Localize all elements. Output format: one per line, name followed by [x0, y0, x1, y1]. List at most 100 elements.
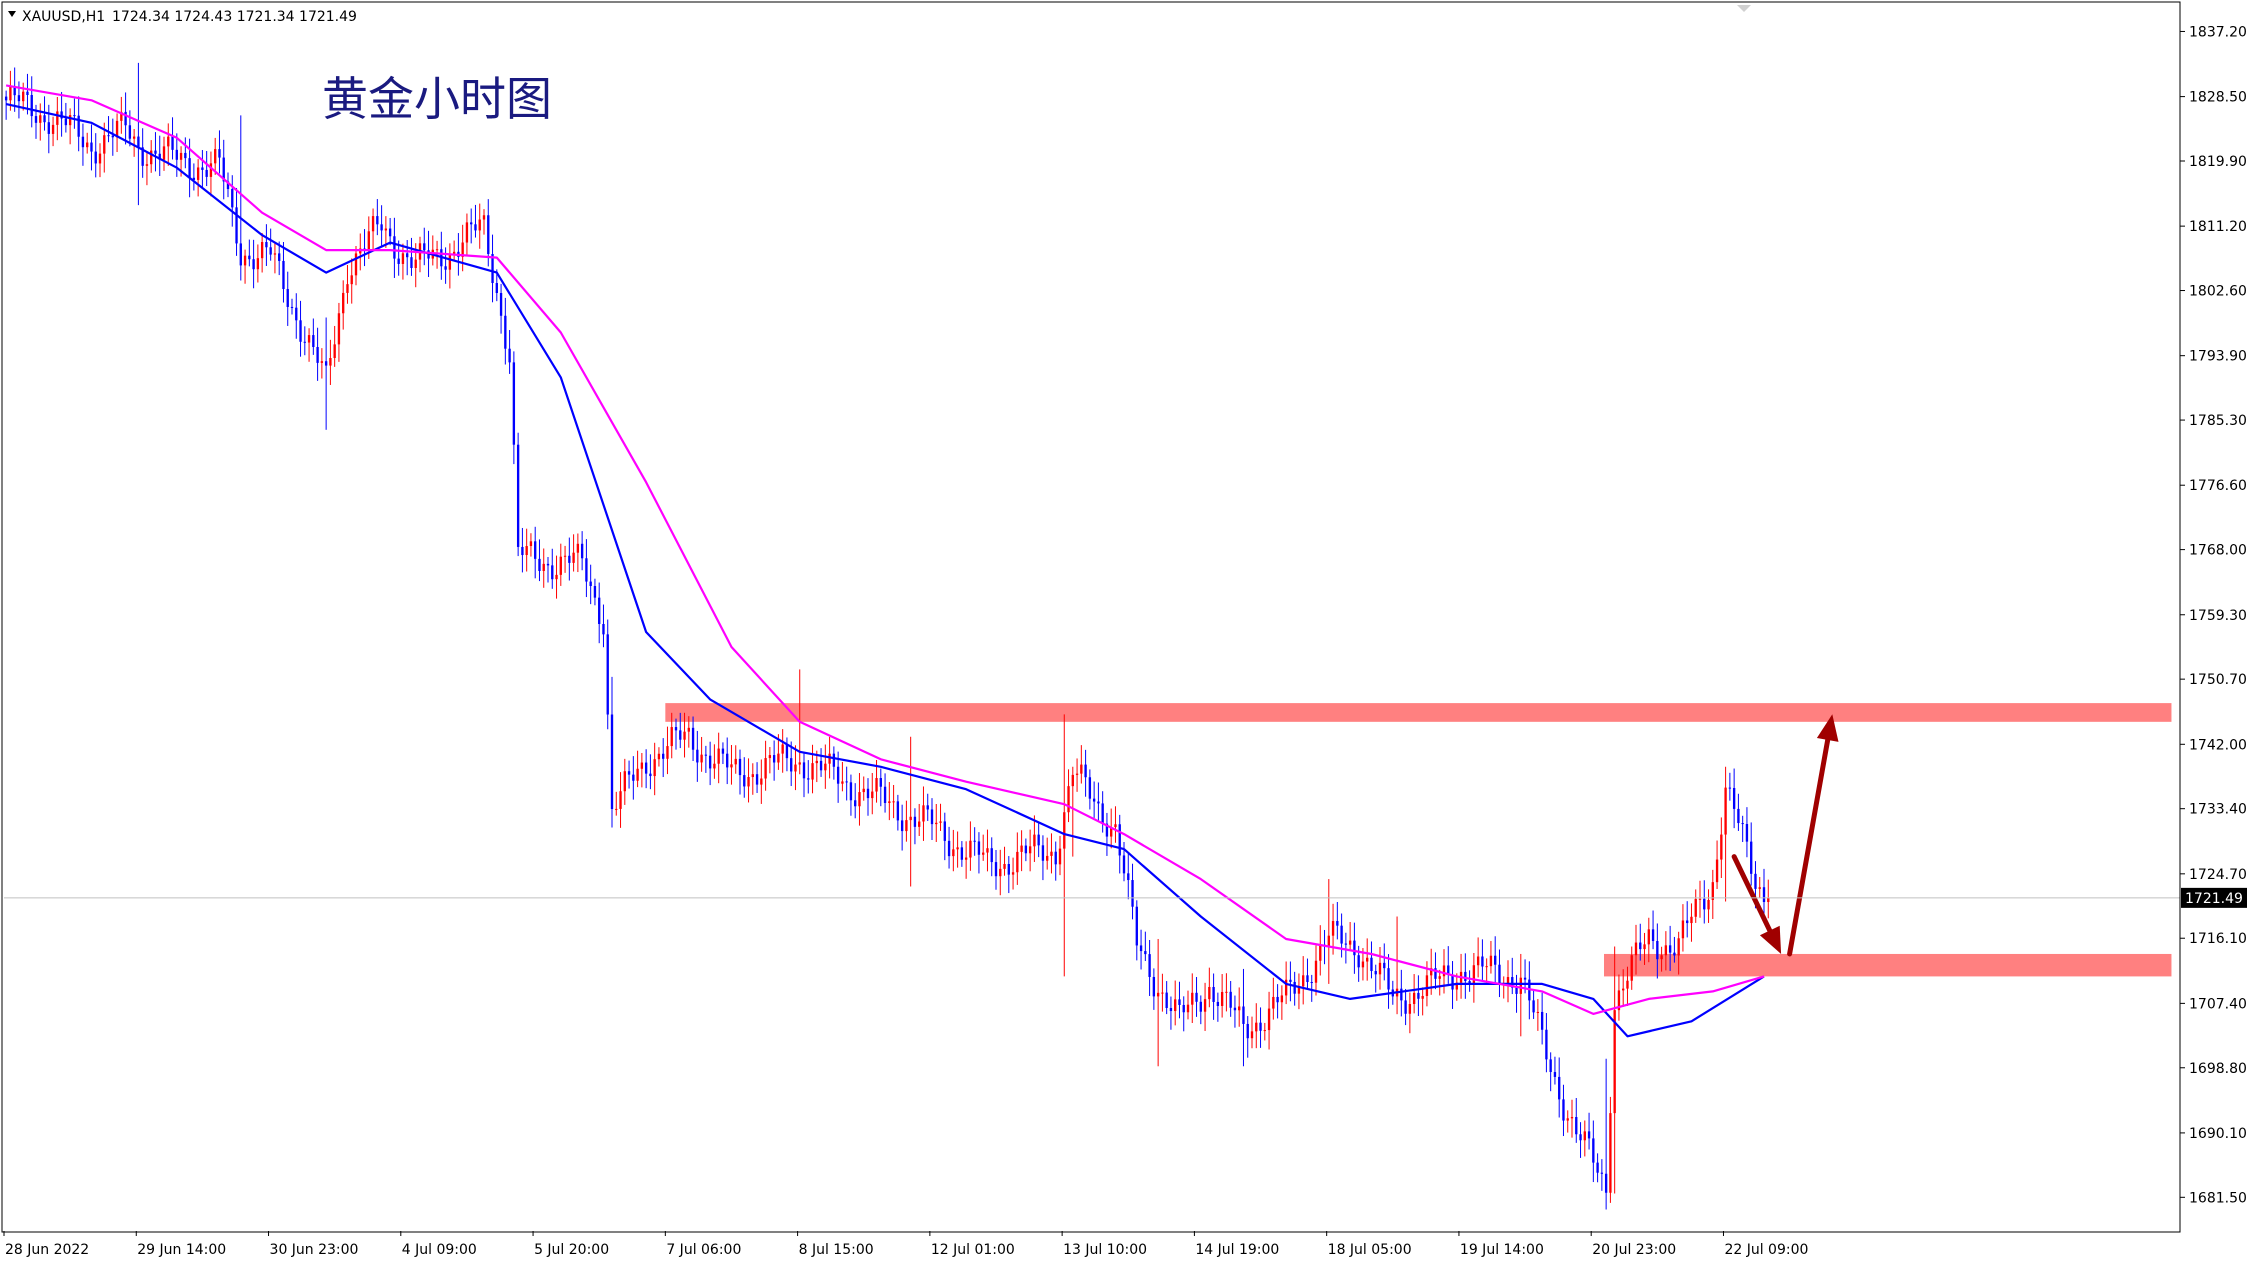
candle-body — [1451, 974, 1454, 990]
y-tick-label: 1690.10 — [2189, 1126, 2247, 1142]
candle — [982, 834, 985, 861]
candle — [478, 203, 481, 249]
candle — [167, 123, 170, 166]
candle-body — [278, 253, 281, 261]
candle-body — [696, 749, 699, 763]
moving-average-line — [5, 84, 1765, 1015]
candle — [922, 786, 925, 841]
candle — [499, 283, 503, 334]
candle-body — [231, 189, 234, 208]
candle-body — [734, 758, 737, 765]
arrows-layer — [1731, 714, 1839, 957]
candle-body — [401, 253, 405, 264]
candle — [1707, 889, 1710, 923]
candle-body — [461, 242, 464, 257]
candle — [973, 827, 976, 856]
y-tick-label: 1733.40 — [2189, 802, 2247, 818]
candle — [1063, 714, 1066, 977]
arrow-head-icon — [1759, 925, 1782, 954]
candle-body — [179, 152, 183, 160]
candle-body — [371, 216, 375, 232]
candle-body — [534, 541, 537, 559]
candle — [585, 539, 588, 598]
candle — [610, 676, 614, 828]
scroll-marker-icon[interactable] — [1737, 5, 1751, 12]
x-tick-label: 4 Jul 09:00 — [402, 1242, 477, 1258]
candle-body — [214, 149, 217, 164]
time-axis[interactable]: 28 Jun 2022 29 Jun 14:00 30 Jun 23:00 4 Jul… — [3, 1231, 1808, 1258]
candle — [713, 744, 716, 779]
candle — [1374, 964, 1377, 993]
candle-body — [1481, 956, 1484, 967]
candle — [913, 808, 917, 845]
candle-body — [1007, 863, 1010, 875]
candle — [1728, 772, 1732, 801]
candle-body — [1297, 986, 1301, 994]
candle-body — [1767, 897, 1770, 903]
candle-body — [175, 149, 178, 160]
candle-body — [1016, 851, 1019, 873]
candle — [738, 749, 742, 795]
candle-body — [329, 358, 332, 366]
candle-body — [273, 253, 277, 255]
candle-body — [312, 335, 315, 348]
candle-body — [499, 293, 503, 316]
candle — [1643, 932, 1646, 965]
candle — [1293, 971, 1296, 1006]
candle-body — [1673, 952, 1676, 956]
candle-body — [1361, 961, 1365, 968]
candle-body — [320, 361, 324, 363]
candle — [470, 208, 473, 244]
candle — [423, 227, 426, 266]
candle-body — [1485, 966, 1488, 968]
candle-body — [649, 773, 652, 777]
y-tick-label: 1707.40 — [2189, 996, 2247, 1012]
candle-body — [559, 556, 562, 575]
candle-body — [892, 801, 895, 803]
candle — [1481, 939, 1484, 982]
x-tick-label: 12 Jul 01:00 — [931, 1242, 1015, 1258]
candle — [1745, 807, 1749, 858]
candle — [1041, 835, 1045, 881]
candle — [504, 297, 507, 365]
candle — [1686, 901, 1689, 938]
candle — [380, 205, 383, 247]
candle-body — [751, 774, 754, 778]
candle — [832, 746, 836, 780]
candle-body — [1319, 944, 1322, 961]
candle — [781, 729, 784, 773]
candle-body — [1067, 786, 1070, 813]
candle-body — [1758, 887, 1761, 889]
candle-body — [1370, 957, 1373, 972]
candle-body — [1540, 1011, 1544, 1030]
candle-body — [346, 284, 349, 293]
candle-body — [947, 840, 951, 857]
candle-body — [1626, 980, 1629, 989]
candle — [572, 534, 575, 572]
candle-body — [491, 253, 494, 284]
candle — [1220, 974, 1224, 1018]
candle-body — [862, 788, 865, 793]
candle-body — [1306, 975, 1309, 983]
candle — [1246, 1016, 1249, 1058]
candle — [290, 298, 294, 315]
price-axis[interactable]: 1837.20 1828.50 1819.90 1811.20 1802.60 1793.… — [2180, 24, 2247, 1206]
candle — [819, 748, 823, 777]
candle-body — [1220, 991, 1224, 1006]
candle-body — [115, 120, 119, 138]
candle-body — [145, 164, 149, 166]
candle — [324, 317, 328, 430]
candle-body — [994, 862, 998, 877]
candle-body — [1152, 976, 1156, 997]
candle-body — [1468, 981, 1471, 984]
y-tick-label: 1793.90 — [2189, 349, 2247, 365]
candle — [1020, 830, 1023, 872]
candle — [802, 752, 806, 798]
candle — [141, 128, 144, 178]
dropdown-triangle-icon[interactable] — [8, 11, 16, 17]
candle-body — [295, 307, 298, 321]
candle — [1378, 947, 1382, 990]
candle-body — [905, 820, 908, 832]
